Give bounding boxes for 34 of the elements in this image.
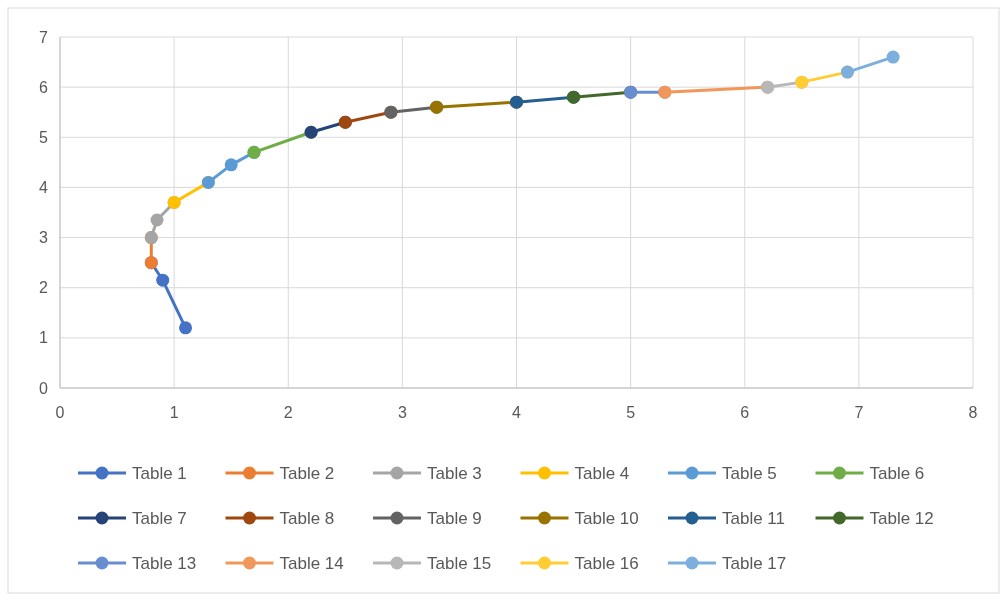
x-tick-label: 7 — [854, 404, 864, 421]
legend-label: Table 6 — [869, 463, 925, 483]
legend-label: Table 10 — [574, 508, 639, 528]
x-tick-label: 8 — [968, 404, 978, 421]
legend-label: Table 9 — [427, 508, 482, 528]
legend-label: Table 1 — [132, 463, 187, 483]
legend-label: Table 3 — [427, 463, 482, 483]
y-tick-label: 6 — [39, 78, 49, 96]
y-tick-label: 4 — [39, 179, 49, 197]
legend-label: Table 12 — [869, 508, 934, 528]
legend-label: Table 8 — [279, 508, 335, 528]
y-tick-label: 1 — [39, 329, 49, 347]
y-tick-label: 0 — [39, 379, 49, 397]
x-tick-label: 2 — [283, 404, 293, 421]
x-tick-label: 0 — [55, 404, 65, 421]
y-tick-label: 3 — [39, 229, 49, 247]
x-tick-label: 6 — [740, 404, 750, 421]
legend-label: Table 17 — [722, 553, 787, 573]
legend-label: Table 5 — [722, 463, 777, 483]
y-tick-label: 2 — [39, 279, 49, 297]
legend-label: Table 13 — [132, 553, 197, 573]
legend-label: Table 4 — [574, 463, 630, 483]
legend-label: Table 16 — [574, 553, 639, 573]
y-tick-label: 7 — [39, 28, 49, 46]
x-tick-label: 4 — [512, 404, 522, 421]
x-tick-label: 3 — [397, 404, 407, 421]
legend-label: Table 14 — [279, 553, 344, 573]
legend-label: Table 7 — [132, 508, 187, 528]
x-tick-label: 5 — [626, 404, 636, 421]
x-tick-label: 1 — [169, 404, 179, 421]
y-tick-label: 5 — [39, 128, 49, 146]
legend-label: Table 2 — [279, 463, 335, 483]
legend-label: Table 15 — [427, 553, 492, 573]
legend-label: Table 11 — [722, 508, 786, 528]
